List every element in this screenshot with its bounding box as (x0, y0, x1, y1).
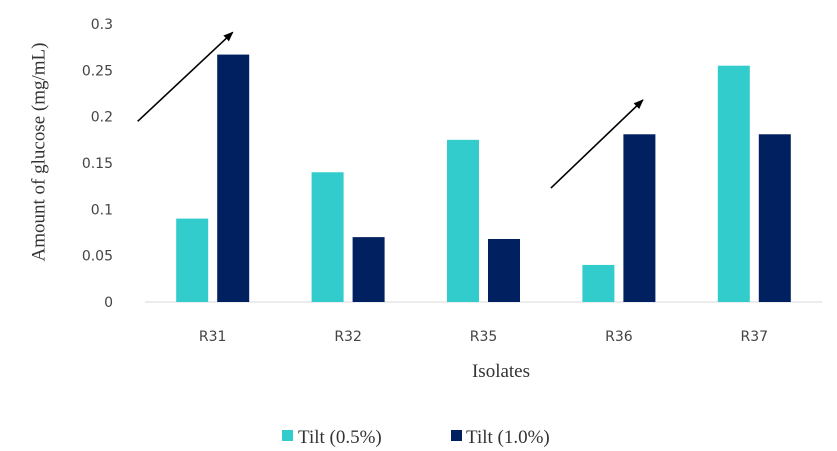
y-tick-label: 0.3 (91, 17, 113, 33)
bar-R36-series-1 (582, 264, 615, 302)
legend-swatch-series-1 (282, 430, 293, 441)
y-tick-label: 0.15 (82, 156, 113, 172)
bar-R35-series-2 (488, 238, 520, 302)
legend: Tilt (0.5%) Tilt (1.0%) (282, 427, 550, 448)
annotation-arrow (550, 99, 644, 189)
bar-R31-series-2 (217, 54, 250, 302)
y-tick-label: 0.1 (91, 202, 113, 218)
y-tick-label: 0.2 (91, 110, 113, 126)
bars-group (176, 54, 791, 302)
bar-R36-series-2 (623, 134, 656, 302)
x-tick-label: R36 (605, 329, 633, 345)
y-axis-title: Amount of glucose (mg/mL) (28, 43, 49, 262)
bar-R37-series-2 (758, 134, 791, 302)
x-axis-ticks: R31 R32 R35 R36 R37 (199, 329, 768, 345)
bar-R35-series-1 (447, 139, 479, 302)
x-tick-label: R31 (199, 329, 227, 345)
y-tick-label: 0 (104, 295, 113, 311)
bar-R32-series-2 (352, 237, 385, 302)
bar-R32-series-1 (311, 172, 344, 302)
y-axis-ticks: 0 0.05 0.1 0.15 0.2 0.25 0.3 (82, 17, 113, 311)
x-axis-title: Isolates (472, 361, 530, 382)
x-tick-label: R35 (470, 329, 498, 345)
bar-R31-series-1 (176, 218, 209, 302)
x-tick-label: R37 (741, 329, 769, 345)
legend-label-series-2: Tilt (1.0%) (466, 427, 550, 448)
annotation-arrows (137, 31, 644, 189)
bar-R37-series-1 (717, 65, 750, 302)
legend-swatch-series-2 (451, 430, 462, 441)
x-tick-label: R32 (334, 329, 362, 345)
y-tick-label: 0.25 (82, 63, 113, 79)
legend-label-series-1: Tilt (0.5%) (298, 427, 382, 448)
annotation-arrow (137, 31, 234, 122)
y-tick-label: 0.05 (82, 249, 113, 265)
